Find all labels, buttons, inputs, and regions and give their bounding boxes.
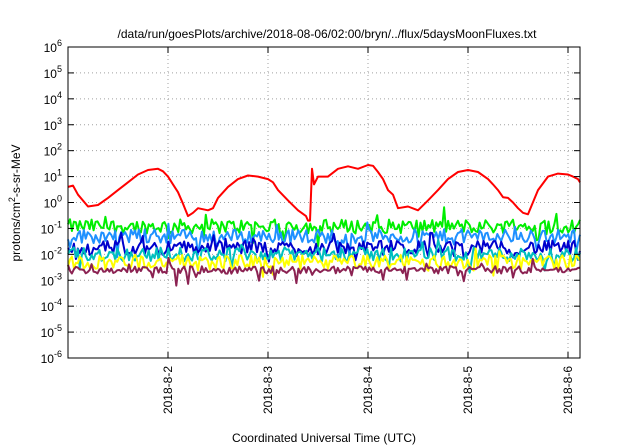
y-tick-label: 103 [44, 116, 62, 133]
series-group [67, 164, 581, 287]
y-tick-label-exponent: 1 [57, 168, 62, 178]
y-tick-label-base: 10 [44, 171, 58, 185]
y-tick-label-exponent: 0 [57, 194, 62, 204]
series-line-2 [67, 206, 581, 248]
y-axis-label: protons/cm2-s-sr-MeV [7, 144, 23, 261]
y-tick-label-exponent: 2 [57, 142, 62, 152]
y-tick-label: 10-2 [41, 245, 62, 262]
y-tick-label-base: 10 [44, 93, 58, 107]
y-tick-label-base: 10 [41, 274, 55, 288]
y-tick-label-base: 10 [41, 352, 55, 366]
x-tick-label: 2018-8-6 [561, 366, 575, 414]
series-line-1 [67, 164, 581, 222]
y-tick-label-base: 10 [44, 197, 58, 211]
y-tick-label: 10-5 [41, 323, 62, 340]
y-tick-label-exponent: 4 [57, 90, 62, 100]
y-tick-label-exponent: -1 [54, 219, 62, 229]
y-axis-label-pre: protons/cm [9, 202, 23, 261]
series-line-6 [67, 247, 581, 278]
y-tick-label: 10-1 [41, 219, 62, 236]
y-tick-label-exponent: -2 [54, 245, 62, 255]
y-tick-label: 106 [44, 38, 62, 55]
x-tick-label: 2018-8-4 [361, 366, 375, 414]
y-axis-label-sup: 2 [7, 197, 17, 202]
y-tick-label-exponent: -5 [54, 323, 62, 333]
series-line-7 [67, 256, 581, 287]
axes: 10-610-510-410-310-210-11001011021031041… [41, 38, 580, 414]
chart-title: /data/run/goesPlots/archive/2018-08-06/0… [118, 27, 538, 41]
y-tick-label: 101 [44, 168, 62, 185]
y-tick-label-base: 10 [44, 41, 58, 55]
y-tick-label: 105 [44, 64, 62, 81]
x-axis-label: Coordinated Universal Time (UTC) [232, 431, 416, 445]
x-tick-label: 2018-8-5 [461, 366, 475, 414]
y-tick-label-exponent: -6 [54, 349, 62, 359]
y-tick-label-exponent: -3 [54, 271, 62, 281]
y-tick-label-base: 10 [41, 222, 55, 236]
y-tick-label: 102 [44, 142, 62, 159]
y-tick-label-base: 10 [41, 326, 55, 340]
y-tick-label-base: 10 [44, 67, 58, 81]
y-tick-label-base: 10 [41, 248, 55, 262]
y-tick-label-exponent: 5 [57, 64, 62, 74]
grid [68, 47, 580, 358]
x-tick-label: 2018-8-3 [261, 366, 275, 414]
x-tick-label: 2018-8-2 [161, 366, 175, 414]
y-tick-label-exponent: -4 [54, 297, 62, 307]
series-line-5 [67, 238, 581, 274]
y-tick-label: 10-4 [41, 297, 62, 314]
y-tick-label-exponent: 3 [57, 116, 62, 126]
y-tick-label: 10-6 [41, 349, 62, 366]
y-tick-label-base: 10 [44, 119, 58, 133]
y-tick-label-base: 10 [44, 145, 58, 159]
y-tick-label: 104 [44, 90, 62, 107]
y-tick-label: 10-3 [41, 271, 62, 288]
y-axis-label-post: -s-sr-MeV [9, 144, 23, 197]
y-tick-label-exponent: 6 [57, 38, 62, 48]
y-tick-label: 100 [44, 194, 62, 211]
y-tick-label-base: 10 [41, 300, 55, 314]
